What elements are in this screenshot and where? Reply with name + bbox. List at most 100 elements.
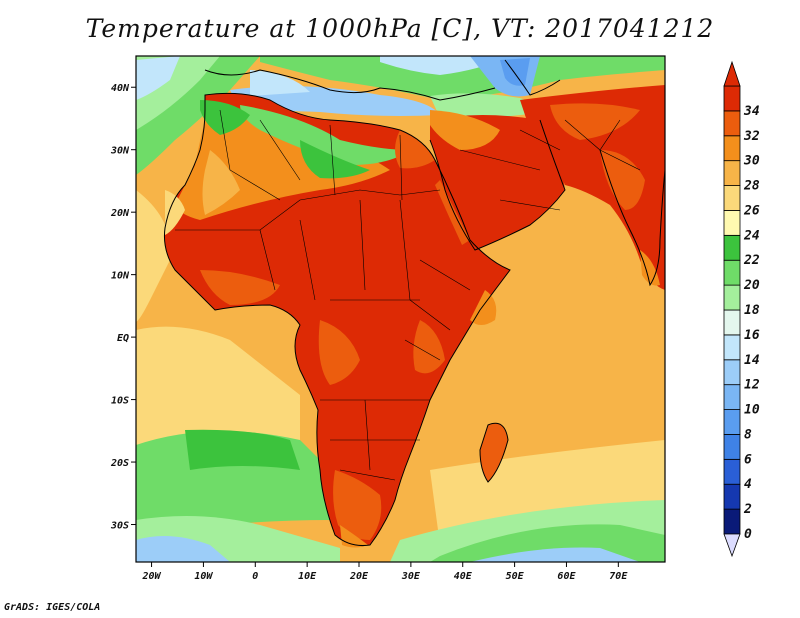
north-coast-green: [240, 105, 410, 165]
map-title: Temperature at 1000hPa [C], VT: 20170412…: [85, 14, 715, 43]
grads-credit: GrADS: IGES/COLA: [4, 602, 101, 613]
border-sahel: [175, 189, 441, 231]
atlas-green: [200, 100, 250, 135]
africa-coastline: [164, 92, 511, 546]
colorbar-segment: [723, 309, 741, 336]
y-axis-ticks: 40N 30N 20N 10N EQ 10S 20S 30S: [110, 83, 136, 532]
colorbar-label: 34: [743, 104, 760, 119]
libya-green: [300, 140, 370, 179]
arabia-coastline: [429, 119, 566, 251]
colorbar-segment: [723, 458, 741, 485]
x-tick-label: 30E: [401, 571, 421, 582]
colorbar-label: 28: [743, 179, 760, 194]
north-atlantic-blue: [136, 56, 180, 100]
colorbar-segment: [723, 85, 741, 112]
plot-frame: [135, 55, 666, 563]
madagascar-coastline: [479, 422, 509, 483]
south-africa-orange: [333, 470, 382, 540]
x-tick-label: 10E: [298, 571, 317, 582]
colorbar-label: 12: [744, 378, 760, 393]
colorbar-segment: [723, 409, 741, 435]
colorbar-label: 6: [744, 452, 752, 467]
colorbar-segment: [723, 210, 741, 236]
sahara-yellow: [202, 150, 240, 215]
colorbar-segment: [723, 359, 741, 386]
border-maghreb: [219, 109, 403, 201]
south-atlantic-green-2: [185, 429, 300, 470]
africa-land: [164, 93, 510, 546]
colorbar-segment: [723, 110, 741, 137]
border-south: [320, 399, 430, 481]
colorbar-segment: [723, 508, 741, 535]
east-africa-orange: [413, 320, 445, 374]
atlantic-band-yellow: [136, 326, 300, 450]
colorbar-label: 32: [743, 129, 760, 144]
india-orange: [600, 150, 645, 210]
colorbar-label: 30: [743, 154, 760, 169]
congo-orange: [318, 320, 360, 385]
y-tick-label: 20S: [110, 458, 129, 469]
colorbar-label: 0: [744, 527, 752, 542]
colorbar-segment: [723, 234, 741, 261]
colorbar-segment: [723, 185, 741, 211]
colorbar-segment: [723, 135, 741, 162]
colorbar-label: 24: [743, 228, 760, 243]
red-sea-band: [435, 180, 470, 245]
colorbar-segment: [723, 384, 741, 410]
plot-area: [136, 56, 665, 562]
colorbar-label: 4: [744, 477, 752, 492]
x-tick-label: 50E: [506, 571, 525, 582]
y-tick-label: EQ: [117, 333, 129, 344]
madagascar: [480, 423, 508, 482]
colorbar-label: 18: [744, 303, 760, 318]
colorbar-segment: [723, 334, 741, 361]
india-coastline: [599, 149, 665, 287]
border-central: [259, 199, 420, 301]
colorbar-label: 26: [743, 203, 760, 218]
europe-coastline: [204, 59, 561, 101]
asia-land: [520, 85, 665, 290]
guinea-coast-orange: [200, 270, 280, 305]
colorbar-label: 14: [744, 353, 760, 368]
y-tick-label: 40N: [111, 83, 130, 94]
x-tick-label: 70E: [609, 571, 628, 582]
y-tick-label: 20N: [110, 208, 130, 219]
europe-north: [260, 56, 665, 100]
colorbar-label: 22: [743, 253, 760, 268]
colorbar-label: 16: [744, 328, 760, 343]
y-tick-label: 30S: [110, 521, 129, 532]
west-sahara-coast: [165, 190, 185, 235]
x-tick-label: 40E: [454, 571, 473, 582]
colorbar-label: 8: [744, 427, 752, 442]
border-asia: [564, 119, 641, 171]
colorbar-under-triangle: [723, 533, 741, 558]
atlantic-band-upper: [136, 190, 171, 322]
cape-yellow: [340, 525, 368, 548]
x-tick-label: 20W: [142, 571, 162, 582]
y-tick-label: 10S: [111, 396, 129, 407]
y-tick-label: 30N: [110, 146, 130, 157]
coastlines: [164, 59, 665, 546]
iran-orange: [550, 103, 640, 140]
south-atlantic-blue: [136, 536, 230, 562]
colorbar-segment: [723, 259, 741, 286]
egypt-orange: [395, 130, 435, 169]
colorbar-segment: [723, 284, 741, 311]
south-indian-pale: [470, 547, 640, 562]
black-sea-deep: [500, 58, 530, 86]
border-arabia: [459, 129, 561, 211]
colorbar-label: 20: [743, 278, 760, 293]
x-tick-label: 10W: [194, 571, 213, 582]
colorbar-segment: [723, 160, 741, 186]
colorbar-label: 2: [743, 502, 752, 517]
colorbar-segment: [723, 434, 741, 460]
colorbar-over-triangle: [723, 60, 741, 87]
arabian-sea: [500, 223, 620, 305]
colorbar-segment: [723, 483, 741, 510]
x-tick-label: 0: [252, 571, 258, 582]
mediterranean-west: [250, 70, 310, 96]
x-tick-label: 60E: [557, 571, 576, 582]
x-axis-ticks: 20W 10W 0 10E 20E 30E 40E 50E 60E 70E: [142, 562, 628, 582]
